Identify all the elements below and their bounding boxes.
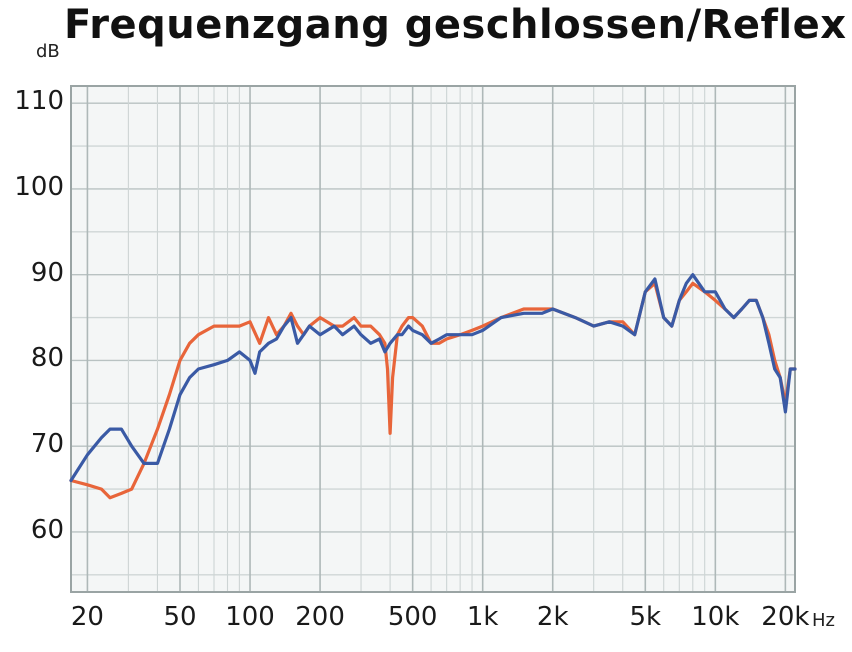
x-tick-label: 20k	[761, 602, 810, 632]
y-tick-label: 70	[30, 429, 64, 460]
plot-frame	[70, 85, 796, 593]
y-tick-label: 80	[30, 343, 64, 374]
series-line-2	[69, 273, 797, 483]
y-tick-label: 90	[30, 257, 64, 288]
y-tick-label: 60	[30, 514, 64, 545]
x-tick-label: 1k	[466, 602, 499, 632]
y-axis-unit-label: dB	[36, 41, 60, 62]
x-tick-label: 200	[295, 602, 345, 632]
x-tick-label: 10k	[691, 602, 740, 632]
x-tick-label: 5k	[629, 602, 662, 632]
x-tick-label: 100	[225, 602, 275, 632]
plot-background	[71, 86, 795, 592]
x-tick-label: 20	[70, 602, 104, 632]
chart-title: Frequenzgang geschlossen/Reflex	[64, 2, 847, 48]
x-axis-unit-label: Hz	[812, 610, 835, 631]
x-tick-label: 50	[163, 602, 197, 632]
x-tick-label: 500	[387, 602, 438, 632]
y-tick-label: 100	[14, 171, 64, 202]
x-tick-label: 2k	[536, 602, 569, 632]
y-tick-label: 110	[14, 86, 64, 117]
series-line-1	[69, 281, 797, 500]
